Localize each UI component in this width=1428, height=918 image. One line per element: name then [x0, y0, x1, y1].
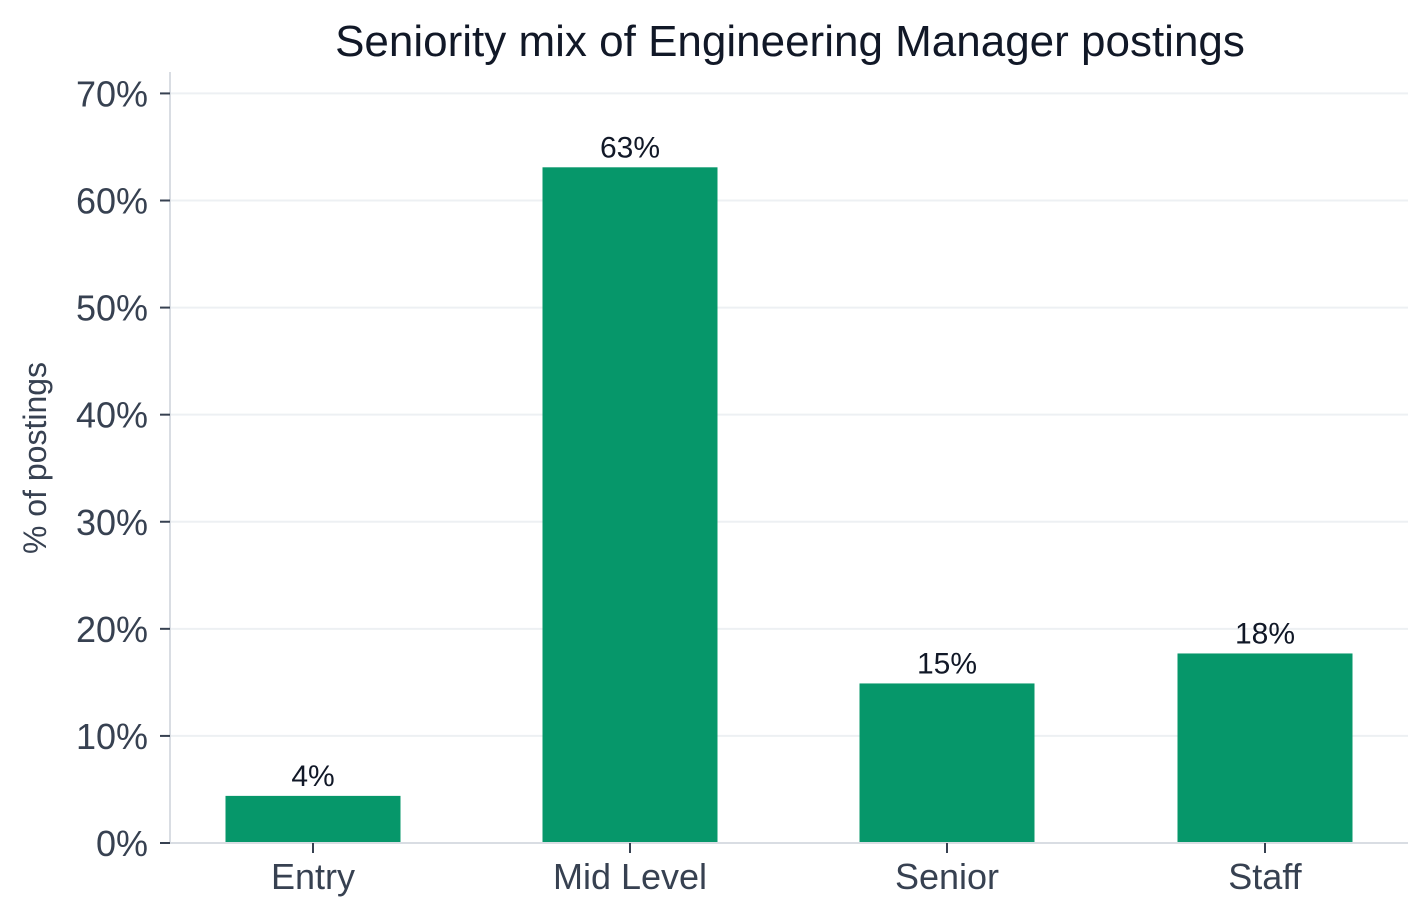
y-tick-label: 30%: [76, 502, 148, 543]
bar-staff: [1177, 653, 1353, 843]
x-tick-label: Senior: [895, 856, 999, 897]
data-labels: 4% 63% 15% 18%: [291, 131, 1295, 793]
y-axis-label: % of postings: [17, 362, 53, 554]
data-label: 4%: [291, 760, 334, 793]
data-label: 15%: [917, 647, 977, 680]
chart-title: Seniority mix of Engineering Manager pos…: [335, 17, 1245, 66]
bar-senior: [859, 683, 1035, 843]
y-tick-label: 0%: [96, 823, 148, 864]
y-tick-label: 40%: [76, 395, 148, 436]
bar-mid-level: [542, 167, 718, 843]
bars: [225, 167, 1353, 843]
data-label: 63%: [600, 131, 660, 164]
x-tick-label: Mid Level: [553, 856, 707, 897]
x-axis-ticks: Entry Mid Level Senior Staff: [271, 843, 1303, 897]
y-tick-label: 60%: [76, 181, 148, 222]
data-label: 18%: [1235, 617, 1295, 650]
y-axis-ticks: 0% 10% 20% 30% 40% 50% 60% 70%: [76, 73, 170, 864]
y-tick-label: 20%: [76, 609, 148, 650]
x-tick-label: Entry: [271, 856, 355, 897]
grid-lines: [170, 92, 1408, 737]
bar-entry: [225, 795, 401, 843]
y-tick-label: 50%: [76, 288, 148, 329]
y-tick-label: 10%: [76, 716, 148, 757]
x-tick-label: Staff: [1228, 856, 1302, 897]
y-tick-label: 70%: [76, 73, 148, 114]
